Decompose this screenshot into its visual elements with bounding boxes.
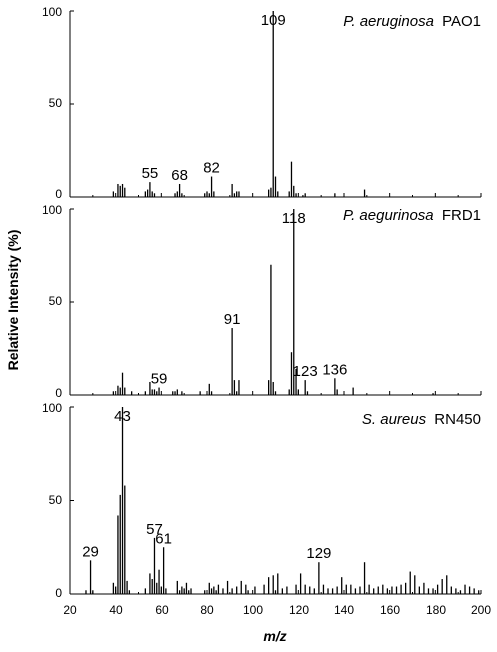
x-tick-label: 120: [289, 603, 309, 617]
panel-title-species: P. aegurinosa: [343, 207, 434, 224]
y-tick-labels: 0 50 100: [42, 203, 62, 400]
peak-label: 55: [142, 165, 159, 182]
peak-label: 109: [261, 12, 286, 29]
y-tick-label: 100: [42, 5, 62, 19]
y-axis-title: Relative Intensity (%): [5, 230, 21, 371]
panel-title-strain: FRD1: [442, 207, 481, 224]
y-tick-label: 100: [42, 401, 62, 415]
panel-title-strain: RN450: [434, 411, 481, 428]
spectrum-panel-rn450: S. aureus RN450 0 50 100: [42, 401, 481, 600]
spectrum-panel-pao1: P. aeruginosa PAO1 0 50 100: [42, 5, 481, 201]
y-tick-label: 50: [49, 96, 63, 110]
panel-title-rn450: S. aureus RN450: [362, 411, 481, 428]
peak-label: 68: [171, 167, 188, 184]
x-tick-label: 140: [334, 603, 354, 617]
y-tick-label: 0: [55, 386, 62, 400]
peak-label: 29: [82, 543, 99, 560]
panel-title-pao1: P. aeruginosa PAO1: [343, 13, 481, 30]
x-tick-label: 20: [63, 603, 77, 617]
x-tick-label: 180: [426, 603, 446, 617]
y-tick-labels: 0 50 100: [42, 5, 62, 201]
x-tick-labels: 20 40 60 80 100 120 140 160 180 200: [63, 603, 491, 617]
x-tick-label: 160: [380, 603, 400, 617]
panel-title-strain: PAO1: [442, 13, 481, 30]
spectrum-panel-frd1: P. aegurinosa FRD1 0 50 100: [42, 203, 481, 400]
panel-title-species: P. aeruginosa: [343, 13, 434, 30]
y-tick-label: 0: [55, 187, 62, 201]
y-tick-labels: 0 50 100: [42, 401, 62, 600]
panel-title-frd1: P. aegurinosa FRD1: [343, 207, 481, 224]
peak-label: 123: [293, 363, 318, 380]
x-tick-label: 200: [471, 603, 491, 617]
y-tick-label: 50: [49, 493, 63, 507]
x-tick-label: 80: [200, 603, 214, 617]
peak-label: 57: [146, 521, 163, 538]
y-tick-label: 100: [42, 203, 62, 217]
x-tick-label: 60: [155, 603, 169, 617]
peak-label: 129: [306, 545, 331, 562]
x-axis-title: m/z: [263, 628, 286, 644]
peak-label: 61: [155, 530, 172, 547]
peak-label: 43: [114, 408, 131, 425]
panel-title-species: S. aureus: [362, 411, 427, 428]
peak-label: 118: [282, 210, 306, 227]
peak-label: 59: [151, 371, 168, 388]
x-tick-label: 100: [243, 603, 263, 617]
x-tick-label: 40: [109, 603, 123, 617]
y-tick-label: 0: [55, 586, 62, 600]
y-tick-label: 50: [49, 294, 63, 308]
peak-label: 91: [224, 311, 241, 328]
peak-label: 82: [203, 160, 220, 177]
peak-label: 136: [322, 361, 347, 378]
